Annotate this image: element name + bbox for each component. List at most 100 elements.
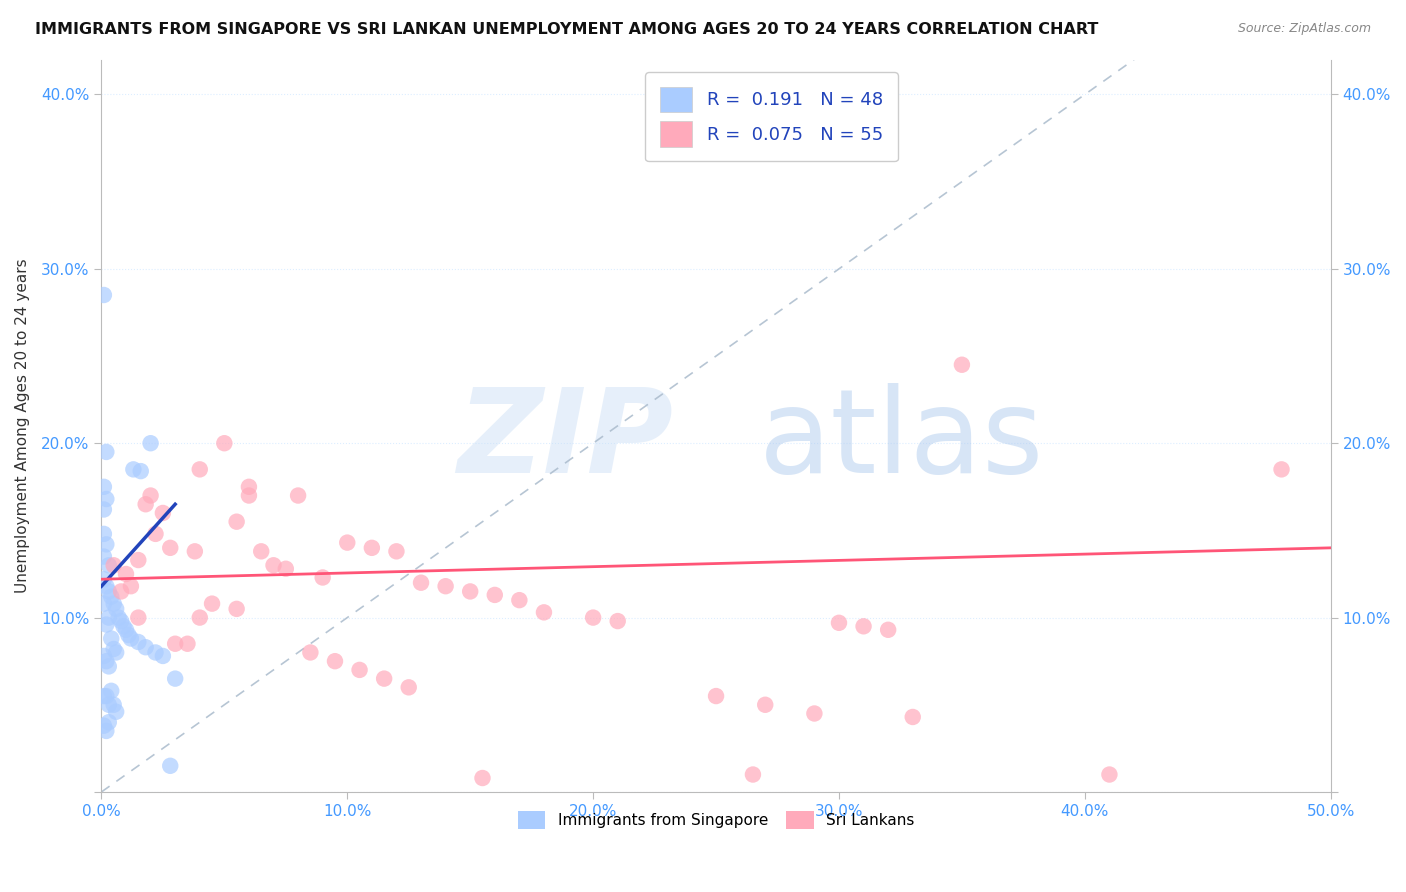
Point	[398, 681, 420, 695]
Point	[139, 489, 162, 503]
Point	[97, 659, 120, 673]
Point	[139, 436, 162, 450]
Point	[96, 579, 118, 593]
Point	[828, 615, 851, 630]
Point	[100, 683, 122, 698]
Point	[93, 527, 115, 541]
Point	[96, 537, 118, 551]
Point	[96, 445, 118, 459]
Point	[238, 480, 260, 494]
Point	[110, 614, 132, 628]
Point	[93, 549, 115, 564]
Point	[754, 698, 776, 712]
Point	[458, 584, 481, 599]
Point	[950, 358, 973, 372]
Legend: Immigrants from Singapore, Sri Lankans: Immigrants from Singapore, Sri Lankans	[512, 805, 921, 836]
Point	[122, 462, 145, 476]
Point	[127, 553, 149, 567]
Point	[96, 491, 118, 506]
Point	[117, 628, 139, 642]
Point	[484, 588, 506, 602]
Point	[127, 635, 149, 649]
Point	[287, 489, 309, 503]
Point	[135, 497, 157, 511]
Point	[97, 558, 120, 573]
Point	[901, 710, 924, 724]
Point	[97, 610, 120, 624]
Point	[152, 648, 174, 663]
Point	[100, 632, 122, 646]
Point	[434, 579, 457, 593]
Point	[165, 637, 187, 651]
Point	[93, 572, 115, 586]
Point	[508, 593, 530, 607]
Point	[159, 759, 181, 773]
Point	[214, 436, 236, 450]
Point	[803, 706, 825, 721]
Point	[97, 698, 120, 712]
Point	[129, 464, 152, 478]
Point	[742, 767, 765, 781]
Point	[159, 541, 181, 555]
Point	[1098, 767, 1121, 781]
Point	[127, 610, 149, 624]
Point	[103, 558, 125, 573]
Point	[93, 502, 115, 516]
Point	[349, 663, 371, 677]
Point	[852, 619, 875, 633]
Point	[115, 623, 138, 637]
Point	[1270, 462, 1292, 476]
Point	[103, 698, 125, 712]
Point	[582, 610, 605, 624]
Point	[93, 719, 115, 733]
Point	[112, 619, 135, 633]
Point	[103, 642, 125, 657]
Point	[165, 672, 187, 686]
Point	[97, 584, 120, 599]
Point	[238, 489, 260, 503]
Point	[471, 771, 494, 785]
Point	[225, 602, 247, 616]
Point	[145, 527, 167, 541]
Point	[533, 605, 555, 619]
Point	[96, 689, 118, 703]
Point	[323, 654, 346, 668]
Point	[145, 645, 167, 659]
Point	[97, 715, 120, 730]
Point	[100, 590, 122, 604]
Point	[115, 566, 138, 581]
Point	[274, 562, 297, 576]
Point	[120, 579, 142, 593]
Point	[409, 575, 432, 590]
Point	[96, 723, 118, 738]
Point	[176, 637, 198, 651]
Point	[93, 597, 115, 611]
Text: Source: ZipAtlas.com: Source: ZipAtlas.com	[1237, 22, 1371, 36]
Point	[373, 672, 395, 686]
Point	[184, 544, 207, 558]
Point	[877, 623, 900, 637]
Point	[385, 544, 408, 558]
Point	[135, 640, 157, 655]
Point	[110, 584, 132, 599]
Point	[93, 480, 115, 494]
Point	[107, 610, 129, 624]
Point	[93, 689, 115, 703]
Point	[225, 515, 247, 529]
Point	[152, 506, 174, 520]
Point	[299, 645, 322, 659]
Text: ZIP: ZIP	[457, 383, 673, 498]
Point	[704, 689, 727, 703]
Point	[93, 288, 115, 302]
Y-axis label: Unemployment Among Ages 20 to 24 years: Unemployment Among Ages 20 to 24 years	[15, 259, 30, 593]
Point	[96, 654, 118, 668]
Point	[120, 632, 142, 646]
Point	[105, 602, 128, 616]
Text: IMMIGRANTS FROM SINGAPORE VS SRI LANKAN UNEMPLOYMENT AMONG AGES 20 TO 24 YEARS C: IMMIGRANTS FROM SINGAPORE VS SRI LANKAN …	[35, 22, 1098, 37]
Point	[188, 462, 211, 476]
Point	[336, 535, 359, 549]
Point	[105, 705, 128, 719]
Point	[201, 597, 224, 611]
Point	[188, 610, 211, 624]
Point	[93, 648, 115, 663]
